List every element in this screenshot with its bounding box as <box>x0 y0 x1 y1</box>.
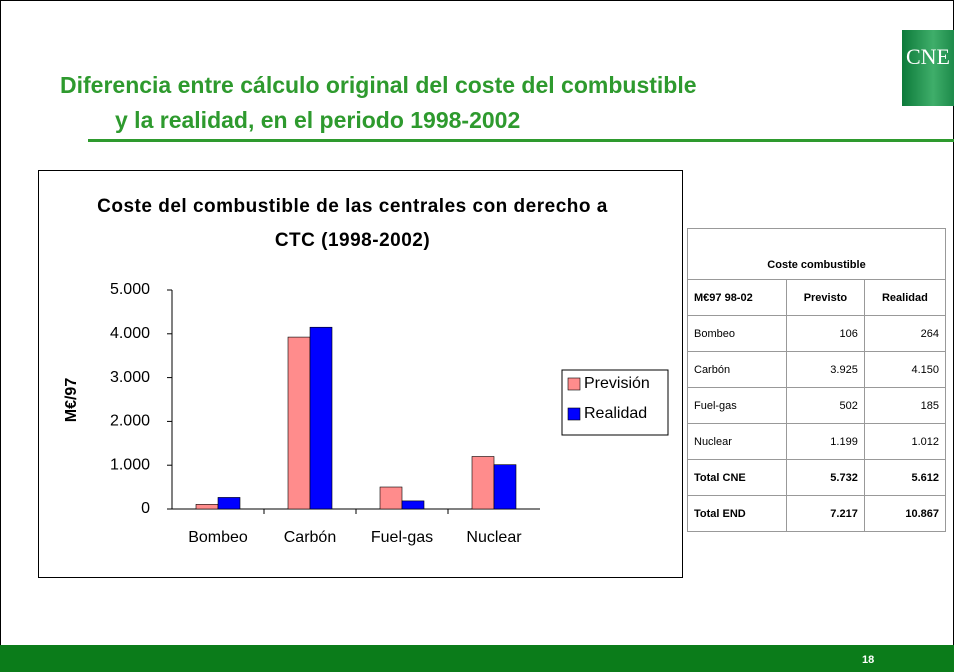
table-row: Fuel-gas 502 185 <box>687 387 947 424</box>
table-cell: 5.732 <box>786 459 865 496</box>
table-cell: Total CNE <box>687 459 787 496</box>
y-axis-label: M€/97 <box>63 378 80 423</box>
legend-swatch <box>567 407 581 421</box>
table-cell: 5.612 <box>863 459 947 496</box>
title-rule <box>88 139 954 142</box>
table-cell: 185 <box>863 387 947 424</box>
bar <box>195 504 219 510</box>
table-cell: 106 <box>786 315 865 352</box>
footer <box>0 645 954 672</box>
table-header: Realidad <box>863 279 947 316</box>
bar <box>217 497 241 510</box>
chart-title: Coste del combustible de las centrales c… <box>97 196 608 251</box>
table-cell: Bombeo <box>687 315 787 352</box>
table-header: M€97 98-02 <box>687 279 787 316</box>
table-cell: 264 <box>863 315 947 352</box>
legend-label: Previsión <box>584 375 650 392</box>
bar <box>471 456 495 510</box>
x-tick-label: Bombeo <box>188 529 248 546</box>
y-tick-label: 3.000 <box>110 369 150 386</box>
table-cell: 10.867 <box>863 495 947 532</box>
x-tick-label: Fuel-gas <box>371 529 433 546</box>
table-cell: 3.925 <box>786 351 865 388</box>
table-cell: 1.012 <box>863 423 947 460</box>
bar <box>287 336 311 510</box>
table-header: Previsto <box>786 279 865 316</box>
title-line: Diferencia entre cálculo original del co… <box>60 72 697 98</box>
bar <box>493 464 517 510</box>
table-cell: Nuclear <box>687 423 787 460</box>
logo: CNE <box>902 30 954 106</box>
table-cell: 4.150 <box>863 351 947 388</box>
table-cell: Carbón <box>687 351 787 388</box>
table-title-row: Coste combustible <box>687 228 946 280</box>
legend-swatch <box>567 377 581 391</box>
table-cell: Fuel-gas <box>687 387 787 424</box>
table-cell: Total END <box>687 495 787 532</box>
legend-label: Realidad <box>584 405 647 422</box>
table-cell: 7.217 <box>786 495 865 532</box>
table-body: Coste combustible M€97 98-02 Previsto Reali… <box>687 228 947 532</box>
title-line: y la realidad, en el periodo 1998-2002 <box>115 107 521 133</box>
table: Coste combustible M€97 98-02 Previsto Reali… <box>687 228 947 532</box>
y-tick-label: 4.000 <box>110 325 150 342</box>
y-tick-label: 0 <box>141 500 150 517</box>
table-cell: 502 <box>786 387 865 424</box>
y-tick-label: 5.000 <box>110 281 150 298</box>
bar <box>309 326 333 510</box>
table-row: Bombeo 106 264 <box>687 315 947 352</box>
y-tick-label: 1.000 <box>110 456 150 473</box>
y-tick-label: 2.000 <box>110 413 150 430</box>
page-number: 18 <box>862 654 875 666</box>
chart-box <box>38 170 683 578</box>
x-tick-label: Carbón <box>284 529 336 546</box>
table-row: Total END 7.217 10.867 <box>687 495 947 532</box>
table-cell: 1.199 <box>786 423 865 460</box>
table-row: Nuclear 1.199 1.012 <box>687 423 947 460</box>
x-tick-label: Nuclear <box>466 529 522 546</box>
bar <box>401 500 425 510</box>
table-row: Total CNE 5.732 5.612 <box>687 459 947 496</box>
table-header-row: M€97 98-02 Previsto Realidad <box>687 279 947 316</box>
chart: 0 1.000 2.000 3.000 4.000 5.000 M€/97 Bombeo Car… <box>63 281 669 546</box>
bar <box>379 486 403 510</box>
table-title: Coste combustible <box>687 228 946 280</box>
table-row: Carbón 3.925 4.150 <box>687 351 947 388</box>
